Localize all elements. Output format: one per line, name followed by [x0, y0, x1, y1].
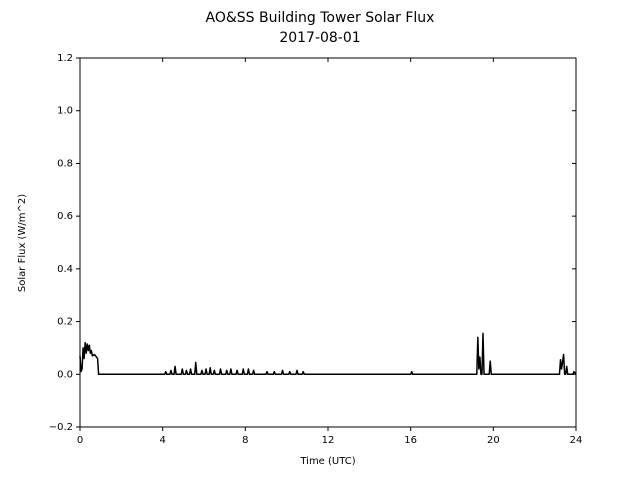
chart-title: AO&SS Building Tower Solar Flux — [206, 10, 435, 26]
y-tick-label: 0.0 — [57, 369, 73, 380]
y-tick-label: 1.2 — [57, 53, 73, 64]
y-axis-label: Solar Flux (W/m^2) — [17, 194, 28, 292]
data-line — [79, 332, 577, 376]
y-tick-label: 0.4 — [57, 264, 73, 275]
y-tick-label: −0.2 — [49, 422, 73, 433]
x-axis-label: Time (UTC) — [299, 456, 355, 467]
x-tick-label: 0 — [77, 435, 83, 446]
x-tick-label: 8 — [242, 435, 248, 446]
x-tick-label: 12 — [322, 435, 335, 446]
plot-frame — [79, 57, 577, 428]
y-tick-label: 0.8 — [57, 158, 73, 169]
y-tick-label: 0.6 — [57, 211, 73, 222]
x-tick-label: 20 — [487, 435, 500, 446]
x-tick-label: 4 — [159, 435, 165, 446]
y-tick-label: 1.0 — [57, 106, 73, 117]
y-tick-label: 0.2 — [57, 317, 73, 328]
chart-subtitle: 2017-08-01 — [279, 30, 360, 46]
x-tick-label: 24 — [570, 435, 583, 446]
x-tick-label: 16 — [404, 435, 417, 446]
